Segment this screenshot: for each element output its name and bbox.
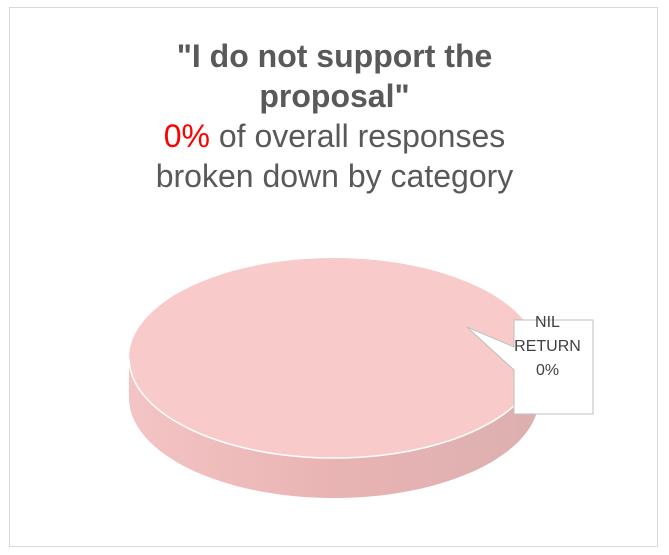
title-line-1: "I do not support the — [176, 38, 493, 74]
subtitle-line-1: 0% of overall responses — [10, 116, 659, 156]
subtitle-line-2: broken down by category — [155, 158, 514, 194]
slice-label-line-1: NIL — [535, 314, 560, 331]
title-line-2: proposal" — [259, 78, 410, 114]
pie-slice-nil-return — [129, 258, 539, 458]
slice-label-callout: NIL RETURN 0% — [503, 311, 592, 383]
slice-value-label: 0% — [535, 362, 560, 379]
subtitle-text: of overall responses — [209, 118, 506, 154]
subtitle-percentage: 0% — [163, 118, 210, 154]
chart-title: "I do not support the proposal" 0% of ov… — [10, 36, 659, 196]
slice-label-callout-box — [466, 319, 594, 415]
slice-label-line-2: RETURN — [514, 338, 581, 355]
pie-slice-side — [129, 358, 539, 498]
